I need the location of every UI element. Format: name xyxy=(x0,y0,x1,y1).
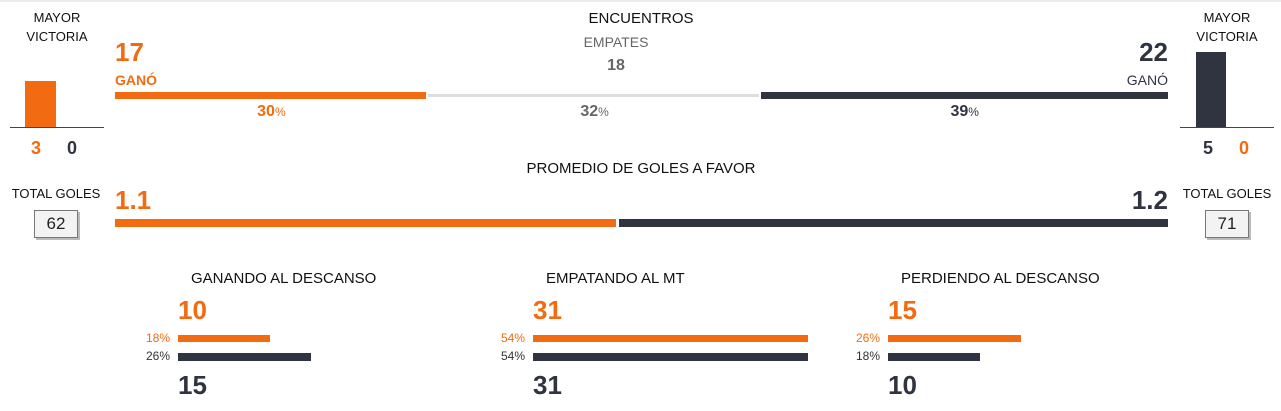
halftime-perdiendo-away-count: 10 xyxy=(888,370,917,400)
encuentros-home-pct-sign: % xyxy=(274,105,286,119)
halftime-empatando-away-pct: 54% xyxy=(500,349,525,363)
halftime-ganando-home-count: 10 xyxy=(178,295,207,325)
promedio-title: PROMEDIO DE GOLES A FAVOR xyxy=(526,160,756,177)
halftime-perdiendo-home-count: 15 xyxy=(888,295,917,325)
halftime-perdiendo-away-bar xyxy=(888,353,980,361)
left-mayor-victoria-line1: MAYOR xyxy=(33,10,81,25)
right-total-goles-box: 71 xyxy=(1205,210,1249,238)
left-total-goles-label: TOTAL GOLES xyxy=(11,186,101,201)
left-score-away: 0 xyxy=(67,138,78,158)
encuentros-away-label: GANÓ xyxy=(1126,72,1168,88)
encuentros-home-pct-value: 30 xyxy=(257,103,275,120)
encuentros-home-bar xyxy=(115,92,426,99)
right-score-home: 5 xyxy=(1203,138,1214,158)
halftime-ganando-away-pct: 26% xyxy=(145,349,170,363)
encuentros-draw-pct-sign: % xyxy=(598,105,609,119)
halftime-perdiendo-home-pct: 26% xyxy=(855,331,880,345)
encuentros-away-pct-value: 39 xyxy=(950,103,969,120)
left-mayor-victoria-label: MAYOR VICTORIA xyxy=(17,8,97,46)
halftime-ganando-home-pct: 18% xyxy=(145,331,170,345)
halftime-empatando-home-count: 31 xyxy=(533,295,562,325)
encuentros-draws: 18 xyxy=(607,57,625,74)
encuentros-home-pct: 30% xyxy=(221,103,321,121)
right-mayor-victoria-label: MAYOR VICTORIA xyxy=(1187,8,1267,46)
halftime-ganando-away-bar xyxy=(178,353,311,361)
encuentros-draw-bar xyxy=(427,94,760,97)
encuentros-draw-pct: 32% xyxy=(545,103,645,121)
left-mayor-victoria-home-bar xyxy=(25,81,56,128)
right-score-away: 0 xyxy=(1239,138,1250,158)
halftime-perdiendo-title: PERDIENDO AL DESCANSO xyxy=(901,270,1100,287)
right-mayor-victoria-baseline xyxy=(1180,127,1274,128)
promedio-away-bar xyxy=(618,219,1168,227)
left-score-home: 3 xyxy=(31,138,42,158)
halftime-empatando-title: EMPATANDO AL MT xyxy=(546,270,685,287)
halftime-empatando-away-count: 31 xyxy=(533,370,562,400)
promedio-away-value: 1.2 xyxy=(1131,185,1168,215)
encuentros-home-label: GANÓ xyxy=(115,72,157,88)
halftime-empatando-home-bar xyxy=(533,335,809,342)
encuentros-title: ENCUENTROS xyxy=(588,10,694,27)
halftime-ganando-title: GANANDO AL DESCANSO xyxy=(191,270,377,287)
left-total-goles-box: 62 xyxy=(34,210,78,238)
halftime-perdiendo-away-pct: 18% xyxy=(855,349,880,363)
encuentros-draw-pct-value: 32 xyxy=(580,103,599,120)
right-total-goles-label: TOTAL GOLES xyxy=(1182,186,1272,201)
promedio-home-bar xyxy=(115,219,616,227)
halftime-empatando-home-pct: 54% xyxy=(500,331,525,345)
halftime-empatando-away-bar xyxy=(533,353,809,361)
left-mayor-victoria-line2: VICTORIA xyxy=(26,29,88,44)
right-mayor-victoria-away-bar xyxy=(1196,52,1226,128)
right-mayor-victoria-line1: MAYOR xyxy=(1203,10,1251,25)
halftime-perdiendo-home-bar xyxy=(888,335,1021,342)
promedio-home-value: 1.1 xyxy=(115,185,152,215)
encuentros-away-pct: 39% xyxy=(915,103,1015,121)
left-mayor-victoria-baseline xyxy=(10,127,104,128)
encuentros-away-bar xyxy=(761,92,1168,99)
halftime-ganando-home-bar xyxy=(178,335,270,342)
right-mayor-victoria-line2: VICTORIA xyxy=(1196,29,1258,44)
top-border xyxy=(0,0,1281,2)
encuentros-away-wins: 22 xyxy=(1139,37,1168,67)
halftime-ganando-away-count: 15 xyxy=(178,370,207,400)
encuentros-draws-label: EMPATES xyxy=(583,34,649,50)
encuentros-home-wins: 17 xyxy=(115,37,144,67)
encuentros-away-pct-sign: % xyxy=(968,105,979,119)
